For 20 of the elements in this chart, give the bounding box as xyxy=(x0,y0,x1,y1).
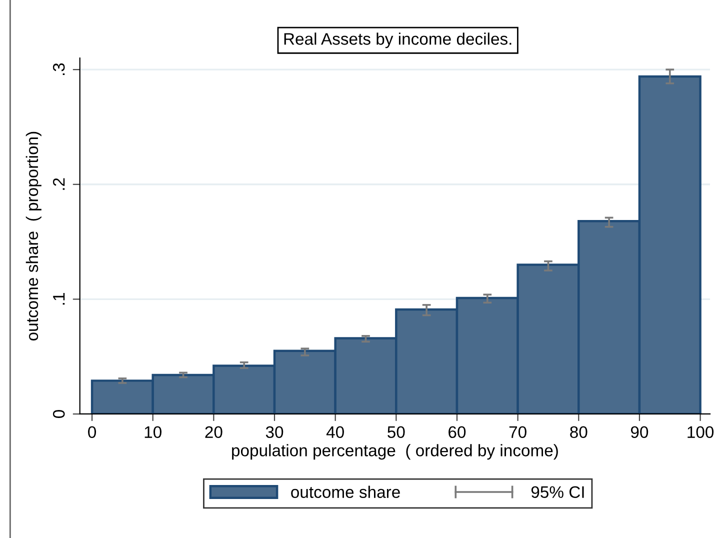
x-tick-label: 90 xyxy=(630,426,648,438)
y-tick-label: 0 xyxy=(52,410,65,418)
legend-label: outcome share xyxy=(291,486,400,498)
x-tick-label: 60 xyxy=(448,426,466,438)
x-tick-label: 20 xyxy=(205,426,222,438)
y-tick-label: .3 xyxy=(52,63,65,76)
y-tick-label: .1 xyxy=(53,293,65,305)
y-tick-label: .2 xyxy=(52,178,65,190)
x-tick-label: 0 xyxy=(88,426,96,438)
x-tick-label: 70 xyxy=(509,426,526,438)
chart-title: Real Assets by income deciles. xyxy=(284,32,512,48)
y-axis-title: outcome share ( proportion) xyxy=(26,132,42,340)
text: 95% CI xyxy=(531,486,584,498)
x-tick-label: 10 xyxy=(144,426,162,438)
x-tick-label: 100 xyxy=(688,426,714,438)
x-tick-label: 30 xyxy=(266,426,284,438)
x-tick-label: 50 xyxy=(388,426,405,438)
x-axis-title: population percentage ( ordered by income) xyxy=(232,444,558,460)
x-tick-label: 40 xyxy=(326,426,344,438)
x-tick-label: 80 xyxy=(570,426,588,438)
